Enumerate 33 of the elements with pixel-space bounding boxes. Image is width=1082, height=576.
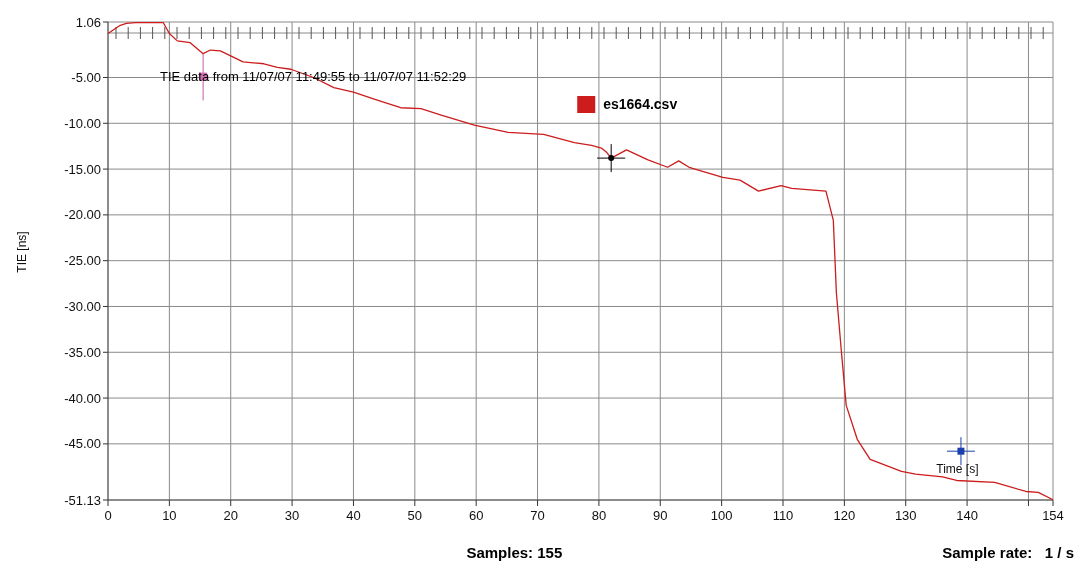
x-tick-label: 30 bbox=[284, 508, 300, 523]
x-tick-label: 60 bbox=[468, 508, 484, 523]
y-tick-label: -25.00 bbox=[64, 253, 101, 269]
y-tick-label: -10.00 bbox=[64, 115, 101, 131]
x-tick-label: 130 bbox=[894, 508, 917, 523]
x-tick-label: 154 bbox=[1042, 508, 1064, 523]
y-tick-label: -40.00 bbox=[64, 390, 101, 406]
line-series bbox=[107, 21, 1054, 501]
x-tick-label: 70 bbox=[530, 508, 545, 523]
x-tick-label: 20 bbox=[223, 508, 238, 523]
x-tick-label: 110 bbox=[772, 508, 794, 523]
y-tick-label: -5.00 bbox=[71, 70, 101, 86]
x-tick-label: 90 bbox=[653, 508, 668, 523]
y-axis-title: TIE [ns] bbox=[15, 231, 29, 273]
x-tick-label: 80 bbox=[591, 508, 607, 523]
x-tick-label: 120 bbox=[833, 508, 856, 523]
y-tick-label: -15.00 bbox=[64, 161, 101, 177]
x-tick-label: 100 bbox=[710, 508, 733, 523]
x-tick-label: 50 bbox=[407, 508, 423, 523]
y-tick-label: -45.00 bbox=[64, 436, 101, 452]
x-axis-title: Time [s] bbox=[936, 462, 979, 477]
text: Samples: 155 bbox=[466, 544, 563, 561]
legend-label: es1664.csv bbox=[603, 95, 678, 112]
y-tick-label: -30.00 bbox=[64, 299, 101, 315]
x-tick-label: 140 bbox=[956, 508, 978, 523]
y-tick-label: -20.00 bbox=[64, 207, 101, 223]
y-tick-label: -51.13 bbox=[64, 492, 101, 508]
x-tick-label: 40 bbox=[346, 508, 361, 523]
x-tick-label: 10 bbox=[162, 508, 177, 523]
y-tick-label: 1.06 bbox=[75, 14, 101, 30]
text: Sample rate: 1 / s bbox=[942, 544, 1074, 561]
y-tick-label: -35.00 bbox=[64, 344, 101, 360]
x-tick-label: 0 bbox=[104, 508, 112, 523]
